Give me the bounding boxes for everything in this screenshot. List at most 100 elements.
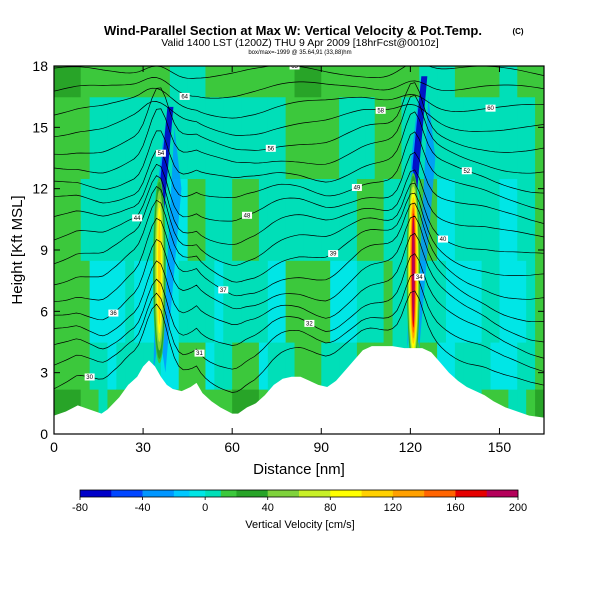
w-field-cell — [481, 260, 492, 343]
w-field-cell — [303, 66, 313, 98]
colorbar-swatch — [455, 490, 488, 497]
w-field-cell — [134, 66, 144, 98]
y-tick: 18 — [32, 58, 544, 74]
w-field-cell — [526, 342, 536, 390]
colorbar-tick: 200 — [509, 497, 527, 514]
w-field-cell — [250, 66, 260, 98]
colorbar-swatch — [486, 490, 519, 497]
w-field-cell — [205, 260, 215, 343]
svg-text:64: 64 — [181, 94, 188, 100]
w-field-cell — [143, 66, 153, 98]
colorbar-tick: 40 — [262, 497, 274, 514]
y-tick: 12 — [32, 181, 544, 197]
w-field-cell — [134, 342, 144, 390]
w-field-cell — [294, 178, 305, 261]
w-field-cell — [481, 96, 492, 180]
w-field-cell — [223, 96, 233, 180]
w-field-cell — [526, 389, 536, 434]
w-field-cell — [526, 260, 536, 343]
w-field-cell — [232, 389, 242, 434]
w-field-cell — [178, 96, 189, 180]
colorbar-swatch — [111, 490, 143, 497]
svg-text:56: 56 — [267, 146, 274, 152]
x-tick: 0 — [50, 66, 58, 455]
isentrope-line — [54, 232, 544, 343]
isentrope-line — [54, 82, 544, 155]
w-field-cell — [294, 342, 305, 390]
w-field-cell — [178, 260, 189, 343]
w-field-cell — [116, 96, 126, 180]
svg-text:0: 0 — [50, 439, 58, 455]
w-field-cell — [276, 260, 287, 343]
svg-text:40: 40 — [440, 237, 447, 243]
x-tick: 60 — [224, 66, 240, 455]
w-field-cell — [490, 178, 501, 261]
svg-text:65: 65 — [291, 64, 298, 70]
w-field-cell — [535, 178, 544, 261]
w-field-cell — [98, 66, 109, 98]
w-field-cell — [98, 389, 109, 434]
w-field-cell — [205, 66, 215, 98]
w-field-cell — [232, 178, 242, 261]
svg-text:37: 37 — [220, 288, 227, 294]
y-tick: 6 — [40, 303, 544, 319]
w-field-cell — [321, 260, 331, 343]
isentrope-line — [54, 101, 544, 138]
w-field-cell — [71, 260, 82, 343]
w-field-cell — [348, 178, 358, 261]
w-field-cell — [490, 66, 501, 98]
w-field-cell — [446, 342, 456, 390]
w-field-cell — [401, 96, 411, 180]
w-field-cell — [241, 96, 251, 180]
isentrope-label: 54 — [155, 149, 166, 157]
w-field-cell — [294, 96, 305, 180]
w-field-cell — [241, 342, 251, 390]
w-field-cell — [508, 260, 518, 343]
svg-text:48: 48 — [244, 213, 251, 219]
w-field-cell — [312, 178, 322, 261]
svg-text:34: 34 — [416, 275, 423, 281]
w-field-cell — [152, 96, 162, 180]
w-field-cell — [356, 66, 367, 98]
w-field-cell — [107, 342, 117, 390]
w-field-cell — [178, 66, 189, 98]
w-field-cell — [454, 342, 465, 390]
w-field-cell — [454, 260, 465, 343]
isentrope-line — [54, 182, 544, 266]
plot-area: 30 31 32 34 36 37 39 40 44 48 49 52 54 56 58 60 64 65 — [53, 64, 545, 435]
chart-title: Wind-Parallel Section at Max W: Vertical… — [104, 23, 482, 38]
w-field-cell — [258, 96, 269, 180]
isentrope-label: 36 — [108, 309, 119, 317]
isentrope-line — [54, 290, 544, 393]
svg-text:58: 58 — [377, 108, 384, 114]
svg-text:120: 120 — [384, 502, 402, 514]
svg-text:40: 40 — [262, 502, 274, 514]
w-field-cell — [401, 66, 411, 98]
w-field-cell — [428, 178, 438, 261]
isentrope-line — [54, 215, 544, 323]
terrain-silhouette — [54, 346, 544, 434]
colorbar-swatch — [189, 490, 206, 497]
w-field-cell — [419, 260, 429, 343]
w-field-cell — [258, 178, 269, 261]
isentrope-line — [54, 273, 544, 372]
w-field-cell — [410, 66, 420, 98]
w-field-cell — [223, 66, 233, 98]
w-field-cell — [499, 342, 509, 390]
w-field-cell — [187, 178, 198, 261]
isentrope-label: 31 — [194, 349, 205, 357]
w-field-cell — [499, 96, 509, 180]
w-field-cell — [143, 260, 153, 343]
w-field-cell — [535, 66, 544, 98]
w-field-cell — [383, 178, 394, 261]
w-field-cell — [303, 178, 313, 261]
svg-text:-40: -40 — [135, 502, 151, 514]
w-field-cell — [356, 260, 367, 343]
w-field-cell — [152, 66, 162, 98]
w-field-cell — [143, 96, 153, 180]
svg-text:9: 9 — [40, 242, 48, 258]
w-field-cell — [517, 178, 527, 261]
x-axis-ticks: 0 30 60 90 120 150 — [50, 66, 511, 455]
isentrope-line — [54, 192, 544, 286]
